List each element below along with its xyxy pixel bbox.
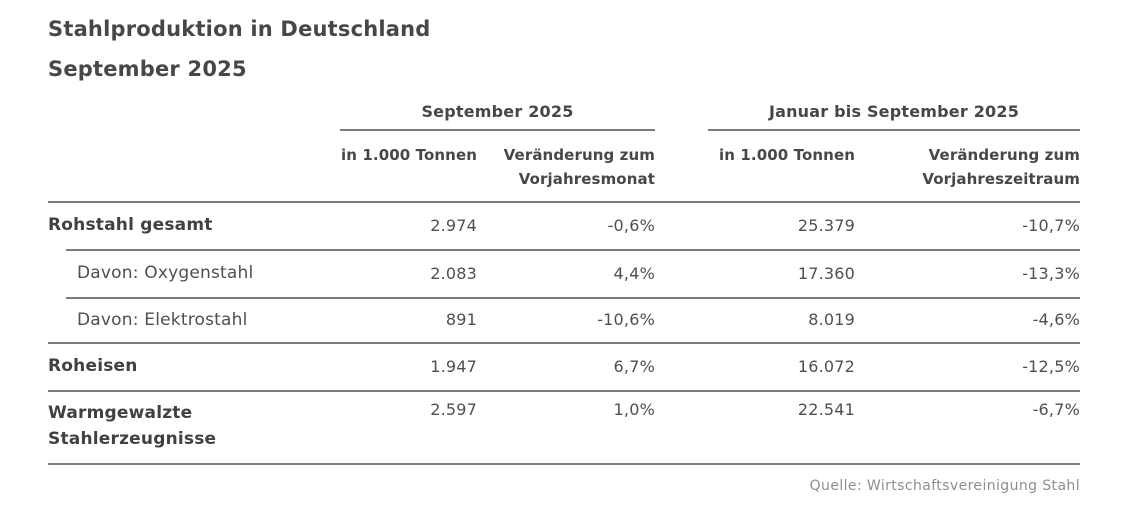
group-header-spacer (48, 88, 340, 131)
column-header-spacer (48, 131, 340, 201)
row-label: Warmgewalzte Stahlerzeugnisse (48, 403, 217, 449)
page-title-line2: September 2025 (48, 57, 247, 81)
value-ytd-change: -10,7% (1022, 215, 1080, 235)
column-header-sep-change: Veränderung zum Vorjahresmonat (503, 146, 655, 188)
value-ytd-change: -4,6% (1032, 310, 1080, 329)
value-sep-change: -10,6% (597, 310, 655, 329)
column-header-sep-tonnen: in 1.000 Tonnen (341, 146, 477, 164)
value-ytd-change: -6,7% (1032, 400, 1080, 419)
source-note: Quelle: Wirtschaftsvereinigung Stahl (809, 478, 1080, 494)
row-label: Rohstahl gesamt (48, 215, 213, 235)
value-sep-tonnen: 1.947 (430, 356, 477, 376)
value-sep-tonnen: 2.083 (430, 263, 477, 283)
value-ytd-change: -13,3% (1022, 263, 1080, 283)
value-ytd-tonnen: 25.379 (797, 215, 855, 235)
group-header-januar-bis-september: Januar bis September 2025 (708, 88, 1080, 131)
column-gap (655, 390, 708, 400)
table-row-oxygenstahl: Davon: Oxygenstahl 2.083 4,4% 17.360 -13… (48, 249, 1080, 297)
row-label: Davon: Elektrostahl (77, 309, 248, 330)
column-header-row: in 1.000 Tonnen Veränderung zum Vorjahre… (48, 131, 1080, 201)
value-ytd-change: -12,5% (1022, 356, 1080, 376)
page-title: Stahlproduktion in Deutschland September… (48, 9, 431, 89)
table-bottom-rule (48, 463, 1080, 465)
value-ytd-tonnen: 22.541 (797, 400, 855, 419)
table-row-warmgewalzte-stahlerzeugnisse: Warmgewalzte Stahlerzeugnisse 2.597 1,0%… (48, 390, 1080, 463)
value-ytd-tonnen: 8.019 (808, 310, 855, 329)
group-header-gap (655, 88, 708, 131)
value-ytd-tonnen: 16.072 (797, 356, 855, 376)
row-label: Davon: Oxygenstahl (77, 263, 254, 283)
row-label: Roheisen (48, 356, 138, 376)
table-row-roheisen: Roheisen 1.947 6,7% 16.072 -12,5% (48, 342, 1080, 390)
column-header-ytd-change: Veränderung zum Vorjahreszeitraum (922, 146, 1080, 188)
value-sep-tonnen: 2.974 (430, 215, 477, 235)
value-sep-change: 4,4% (613, 263, 655, 283)
column-header-gap (655, 131, 708, 201)
value-sep-change: 6,7% (613, 356, 655, 376)
value-sep-tonnen: 891 (445, 310, 477, 329)
column-group-header-row: September 2025 Januar bis September 2025 (48, 88, 1080, 131)
steel-production-table: September 2025 Januar bis September 2025… (48, 88, 1080, 494)
table-row-rohstahl-gesamt: Rohstahl gesamt 2.974 -0,6% 25.379 -10,7… (48, 201, 1080, 249)
value-sep-change: -0,6% (607, 215, 655, 235)
column-header-ytd-tonnen: in 1.000 Tonnen (719, 146, 855, 164)
value-sep-change: 1,0% (613, 400, 655, 419)
page-title-line1: Stahlproduktion in Deutschland (48, 17, 431, 41)
group-header-september: September 2025 (340, 88, 655, 131)
value-sep-tonnen: 2.597 (430, 400, 477, 419)
value-ytd-tonnen: 17.360 (797, 263, 855, 283)
table-row-elektrostahl: Davon: Elektrostahl 891 -10,6% 8.019 -4,… (48, 297, 1080, 342)
